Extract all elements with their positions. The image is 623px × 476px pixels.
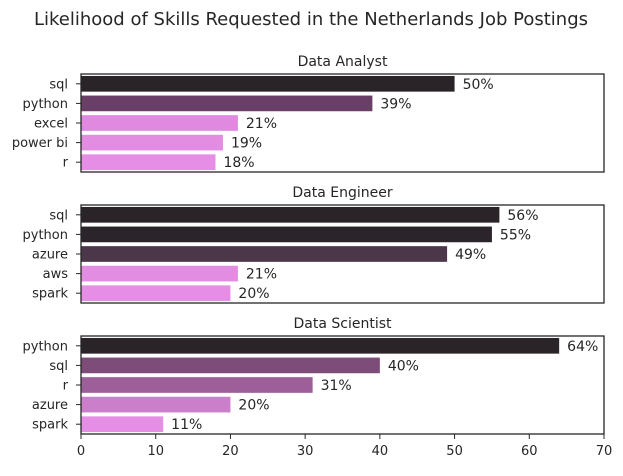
bar-python [81,337,560,354]
bar-aws [81,265,238,282]
data-label: 21% [246,116,277,132]
y-tick-label: excel [34,117,68,132]
data-label: 31% [321,378,352,394]
y-tick-label: python [23,339,68,354]
y-tick-label: r [63,379,69,394]
y-tick-label: python [23,97,68,112]
x-tick-label: 70 [596,444,613,459]
y-tick-label: sql [49,208,68,223]
panel-frame [80,204,605,304]
data-label: 21% [246,267,277,283]
bar-power-bi [81,134,223,151]
bar-python [81,226,492,243]
panel-title: Data Analyst [298,54,388,70]
x-tick-label: 50 [446,444,463,459]
bar-spark [81,285,231,302]
bar-spark [81,416,164,433]
data-label: 19% [231,136,262,152]
data-label: 11% [171,417,202,433]
bar-r [81,377,313,393]
y-tick-label: spark [32,418,68,433]
data-label: 56% [507,208,538,224]
data-label: 50% [463,77,494,93]
bar-excel [81,115,238,131]
bar-sql [81,206,500,223]
data-label: 20% [238,398,269,414]
bar-sql [81,357,380,374]
x-tick-label: 40 [372,444,389,459]
x-tick-label: 10 [147,444,164,459]
data-label: 40% [388,358,419,374]
y-tick-label: power bi [12,136,68,151]
bar-r [81,154,216,171]
y-tick-label: sql [49,359,68,374]
panel-frame [80,73,605,173]
x-tick-label: 20 [222,444,239,459]
data-label: 20% [238,286,269,302]
y-tick-label: azure [32,398,68,413]
x-tick-label: 0 [77,444,85,459]
figure-title: Likelihood of Skills Requested in the Ne… [34,9,588,30]
bar-sql [81,75,455,92]
data-label: 39% [380,96,411,112]
x-tick-label: 30 [297,444,314,459]
y-tick-label: sql [49,77,68,92]
x-tick-label: 60 [521,444,538,459]
panel-title: Data Scientist [294,316,393,332]
y-tick-label: aws [43,267,69,282]
panel-frame [80,335,605,435]
y-tick-label: spark [32,287,68,302]
bar-python [81,95,373,112]
bar-azure [81,396,231,413]
data-label: 64% [567,339,598,355]
y-tick-label: azure [32,248,68,263]
data-label: 49% [455,247,486,263]
y-tick-label: r [63,156,69,171]
panel-title: Data Engineer [292,185,392,201]
data-label: 55% [500,227,531,243]
data-label: 18% [223,155,254,171]
y-tick-label: python [23,228,68,243]
bar-azure [81,246,448,262]
